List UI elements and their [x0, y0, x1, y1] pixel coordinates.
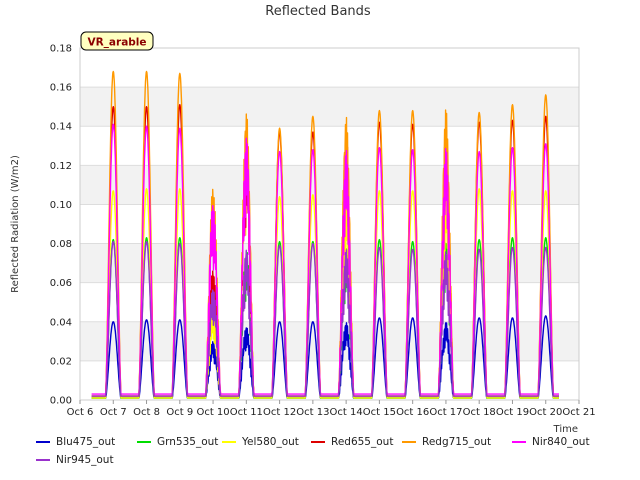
x-tick-label: Oct 13 [296, 407, 329, 418]
legend-label: Nir840_out [532, 436, 590, 448]
y-tick-label: 0.04 [50, 317, 72, 328]
legend-item-nir840_out: Nir840_out [512, 436, 590, 448]
grid-band [80, 321, 579, 361]
y-tick-label: 0.08 [50, 239, 72, 250]
legend-swatch [36, 459, 50, 461]
x-axis-label: Time [553, 424, 578, 435]
legend-swatch [222, 441, 236, 443]
grid-bands [80, 87, 579, 361]
y-tick-label: 0.18 [50, 44, 72, 55]
x-tick-label: Oct 11 [230, 407, 263, 418]
legend-swatch [36, 441, 50, 443]
y-tick-label: 0.14 [50, 122, 72, 133]
legend-label: Nir945_out [56, 454, 114, 466]
legend-label: Red655_out [331, 436, 394, 448]
series-line-yel580_out [91, 150, 560, 399]
legend-label: Blu475_out [56, 436, 116, 448]
grid-band [80, 87, 579, 127]
x-tick-label: Oct 7 [100, 407, 127, 418]
x-tick-label: Oct 16 [396, 407, 429, 418]
legend-item-nir945_out: Nir945_out [36, 454, 114, 466]
x-tick-label: Oct 15 [363, 407, 396, 418]
y-tick-label: 0.16 [50, 83, 72, 94]
legend-item-redg715_out: Redg715_out [402, 436, 491, 448]
x-tick-label: Oct 20 [529, 407, 562, 418]
y-tick-label: 0.10 [50, 200, 72, 211]
badge-text: VR_arable [87, 37, 146, 49]
x-tick-label: Oct 12 [263, 407, 296, 418]
legend-label: Grn535_out [157, 436, 219, 448]
grid-band [80, 165, 579, 205]
legend-swatch [311, 441, 325, 443]
series-line-nir945_out [91, 240, 560, 397]
legend-label: Yel580_out [242, 436, 299, 448]
legend-item-blu475_out: Blu475_out [36, 436, 115, 448]
x-tick-label: Oct 9 [166, 407, 193, 418]
x-tick-label: Oct 19 [496, 407, 529, 418]
x-tick-label: Oct 17 [429, 407, 462, 418]
vr-arable-badge: VR_arable [80, 31, 154, 51]
legend-swatch [137, 441, 151, 443]
y-tick-label: 0.00 [50, 396, 72, 407]
y-tick-label: 0.02 [50, 356, 72, 367]
x-tick-label: Oct 14 [330, 407, 363, 418]
legend-swatch [402, 441, 416, 443]
y-axis-label: Reflected Radiation (W/m2) [10, 155, 21, 293]
x-tick-label: Oct 21 [562, 407, 595, 418]
legend-item-yel580_out: Yel580_out [222, 436, 299, 448]
legend-swatch [512, 441, 526, 443]
legend-item-grn535_out: Grn535_out [137, 436, 218, 448]
chart-title: Reflected Bands [265, 4, 371, 19]
x-tick-label: Oct 18 [463, 407, 496, 418]
x-tick-label: Oct 6 [67, 407, 94, 418]
series-layer [91, 70, 560, 399]
y-axis-ticks: 0.00 0.02 0.04 0.06 0.08 0.10 0.12 0.14 0.16 0.18 [50, 44, 72, 407]
x-tick-label: Oct 10 [196, 407, 229, 418]
legend-item-red655_out: Red655_out [311, 436, 393, 448]
legend-label: Redg715_out [422, 436, 492, 448]
y-tick-label: 0.06 [50, 278, 72, 289]
plot-frame [79, 47, 580, 401]
grid-band [80, 243, 579, 283]
x-axis-ticks: Oct 6 Oct 7 Oct 8 Oct 9 Oct 10 Oct 11 Oct 12 Oc… [67, 400, 596, 418]
series-line-nir840_out [91, 123, 560, 395]
y-tick-label: 0.12 [50, 161, 72, 172]
x-tick-label: Oct 8 [133, 407, 160, 418]
